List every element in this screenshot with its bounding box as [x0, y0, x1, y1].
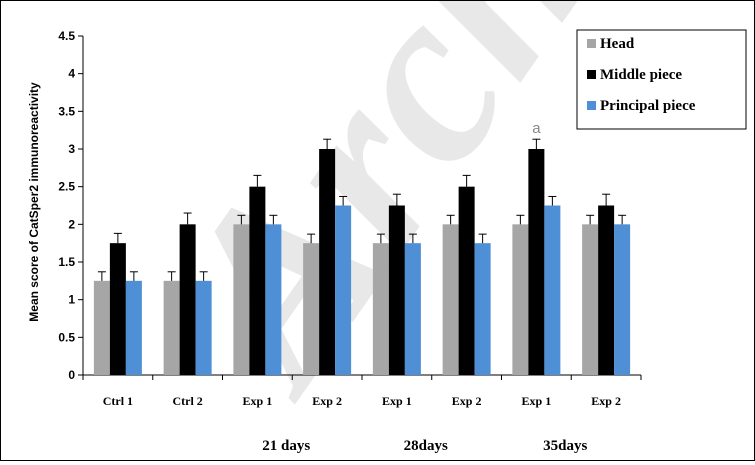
bar — [458, 186, 475, 375]
bar — [544, 205, 561, 375]
legend-entry-label: Principal piece — [600, 98, 696, 114]
group-label: 28days — [404, 438, 448, 454]
bar — [125, 280, 142, 375]
legend-swatch — [587, 70, 596, 79]
y-tick-label: 0.5 — [58, 330, 75, 344]
labels-layer: 0 0.5 1 1.5 2 2.5 3 3.5 4 4.5 Ctrl 1 Ctrl 2 Exp 1 Exp… — [58, 29, 621, 454]
bar — [319, 149, 336, 375]
legend-entry-label: Head — [600, 36, 635, 52]
y-tick-label: 1.5 — [58, 255, 75, 269]
y-axis-label: Mean score of CatSper2 immunoreactivity — [27, 82, 41, 322]
category-label: Exp 2 — [312, 394, 342, 408]
bar — [614, 224, 631, 375]
legend-swatch — [587, 39, 596, 48]
bar — [303, 243, 320, 375]
y-tick-label: 3 — [68, 142, 75, 156]
y-tick-label: 2.5 — [58, 180, 75, 194]
y-tick-label: 4 — [68, 67, 75, 81]
category-label: Exp 2 — [591, 394, 621, 408]
bar — [335, 205, 352, 375]
bar — [404, 243, 421, 375]
bar — [163, 280, 180, 375]
bar — [372, 243, 389, 375]
category-label: Exp 1 — [522, 394, 552, 408]
category-label: Ctrl 2 — [172, 394, 202, 408]
legend-box — [576, 29, 747, 130]
bar — [388, 205, 405, 375]
y-tick-label: 2 — [68, 217, 75, 231]
legend-entry-label: Middle piece — [600, 67, 682, 83]
legend: Head Middle piece Principal piece — [576, 29, 747, 130]
bar — [598, 205, 615, 375]
bar — [93, 280, 110, 375]
category-label: Ctrl 1 — [103, 394, 133, 408]
bar — [582, 224, 599, 375]
bar — [179, 224, 196, 375]
y-tick-label: 0 — [68, 368, 75, 382]
bars-layer — [93, 138, 631, 375]
category-label: Exp 1 — [243, 394, 273, 408]
bar — [265, 224, 282, 375]
bar — [512, 224, 529, 375]
bar — [474, 243, 491, 375]
bar — [249, 186, 266, 375]
bar — [233, 224, 250, 375]
y-tick-label: 1 — [68, 293, 75, 307]
bar — [528, 149, 545, 375]
category-label: Exp 1 — [382, 394, 412, 408]
group-label: 35days — [543, 438, 587, 454]
group-label: 21 days — [262, 438, 310, 454]
bar — [109, 243, 126, 375]
category-label: Exp 2 — [452, 394, 482, 408]
annotation-label: a — [532, 120, 541, 137]
bar — [442, 224, 459, 375]
legend-swatch — [587, 101, 596, 110]
bar — [195, 280, 212, 375]
y-tick-label: 4.5 — [58, 29, 75, 43]
y-tick-label: 3.5 — [58, 104, 75, 118]
